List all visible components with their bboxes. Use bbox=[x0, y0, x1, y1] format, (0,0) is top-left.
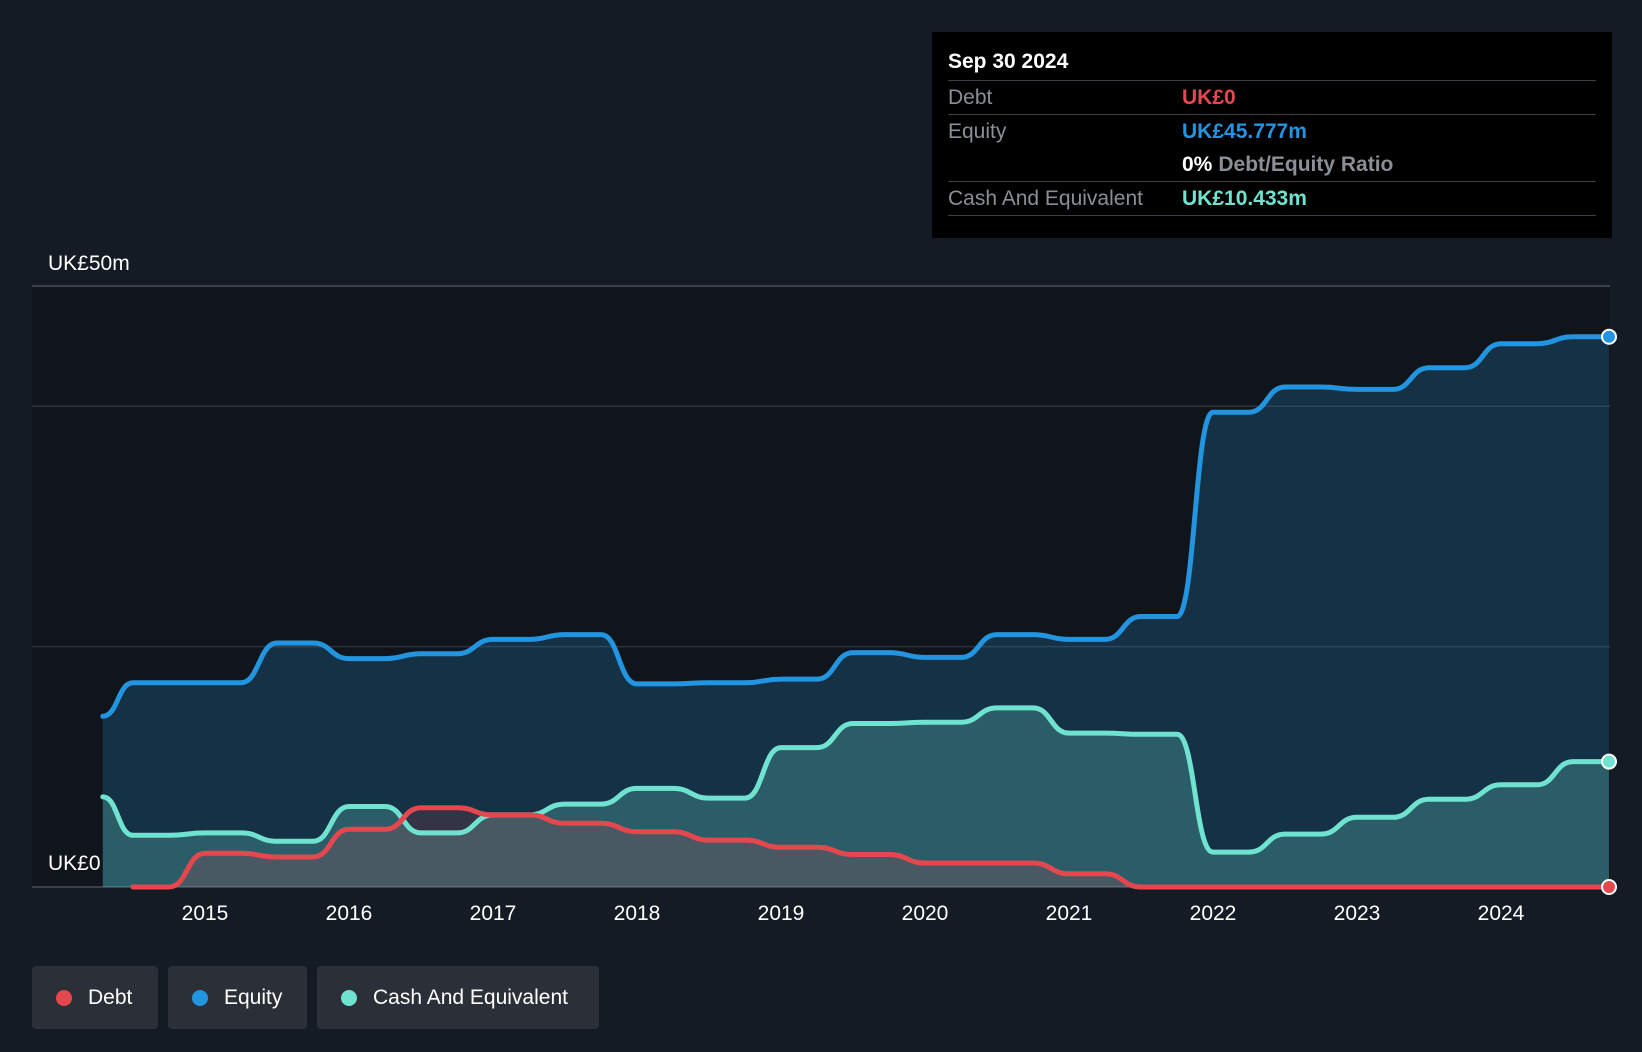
tooltip-ratio-pct: 0% bbox=[1182, 153, 1213, 176]
tooltip-debt-value: UK£0 bbox=[1182, 86, 1236, 109]
chart-legend: Debt Equity Cash And Equivalent bbox=[32, 966, 599, 1029]
tooltip-cash-value: UK£10.433m bbox=[1182, 187, 1307, 210]
debt-endpoint bbox=[1601, 879, 1617, 895]
series-areas bbox=[102, 336, 1609, 887]
tooltip-ratio-label: Debt/Equity Ratio bbox=[1218, 153, 1394, 176]
x-tick-label: 2016 bbox=[326, 902, 373, 925]
equity-line bbox=[100, 334, 1612, 719]
x-tick-label: 2017 bbox=[470, 902, 517, 925]
x-axis-ticks: 2015 2016 2017 2018 2019 2020 2021 2022 2023 2024 bbox=[182, 902, 1525, 925]
x-tick-label: 2018 bbox=[614, 902, 661, 925]
gridlines bbox=[32, 285, 1610, 888]
legend-debt-label: Debt bbox=[88, 985, 133, 1009]
cash-endpoint bbox=[1601, 753, 1617, 770]
tooltip-equity-value: UK£45.777m bbox=[1182, 120, 1307, 143]
x-tick-label: 2021 bbox=[1046, 902, 1093, 925]
legend-item-debt[interactable]: Debt bbox=[32, 966, 158, 1029]
x-tick-label: 2019 bbox=[758, 902, 805, 925]
tooltip-panel: Sep 30 2024 Debt UK£0 Equity UK£45.777m … bbox=[932, 32, 1612, 238]
tooltip-row-equity: Equity UK£45.777m bbox=[948, 114, 1596, 148]
tooltip-row-ratio: 0% Debt/Equity Ratio bbox=[948, 148, 1596, 181]
tooltip-equity-label: Equity bbox=[948, 120, 1007, 143]
legend-item-equity[interactable]: Equity bbox=[168, 966, 307, 1029]
legend-equity-label: Equity bbox=[224, 985, 283, 1009]
equity-endpoint bbox=[1601, 328, 1617, 345]
legend-item-cash[interactable]: Cash And Equivalent bbox=[317, 966, 599, 1029]
future-shade bbox=[32, 285, 1610, 887]
equity-dot-icon bbox=[192, 989, 208, 1006]
tooltip-debt-label: Debt bbox=[948, 86, 993, 109]
equity-area bbox=[102, 336, 1609, 887]
tooltip-row-debt: Debt UK£0 bbox=[948, 80, 1596, 114]
debt-area bbox=[133, 807, 1609, 887]
tooltip-date: Sep 30 2024 bbox=[948, 50, 1069, 73]
x-tick-label: 2015 bbox=[182, 902, 229, 925]
debt-dot-icon bbox=[56, 989, 72, 1006]
y-axis-max-label: UK£50m bbox=[48, 252, 130, 275]
legend-cash-label: Cash And Equivalent bbox=[373, 985, 568, 1009]
tooltip-row-cash: Cash And Equivalent UK£10.433m bbox=[948, 181, 1596, 216]
x-tick-label: 2023 bbox=[1334, 902, 1381, 925]
cash-line bbox=[100, 705, 1612, 855]
x-tick-label: 2022 bbox=[1190, 902, 1237, 925]
tooltip-cash-label: Cash And Equivalent bbox=[948, 187, 1143, 210]
series-endpoints bbox=[1601, 328, 1617, 895]
cash-dot-icon bbox=[341, 989, 357, 1006]
series-lines bbox=[100, 334, 1612, 890]
x-tick-label: 2020 bbox=[902, 902, 949, 925]
debt-line bbox=[130, 805, 1612, 890]
x-tick-label: 2024 bbox=[1478, 902, 1525, 925]
cash-area bbox=[102, 707, 1609, 887]
y-axis-min-label: UK£0 bbox=[48, 852, 101, 875]
